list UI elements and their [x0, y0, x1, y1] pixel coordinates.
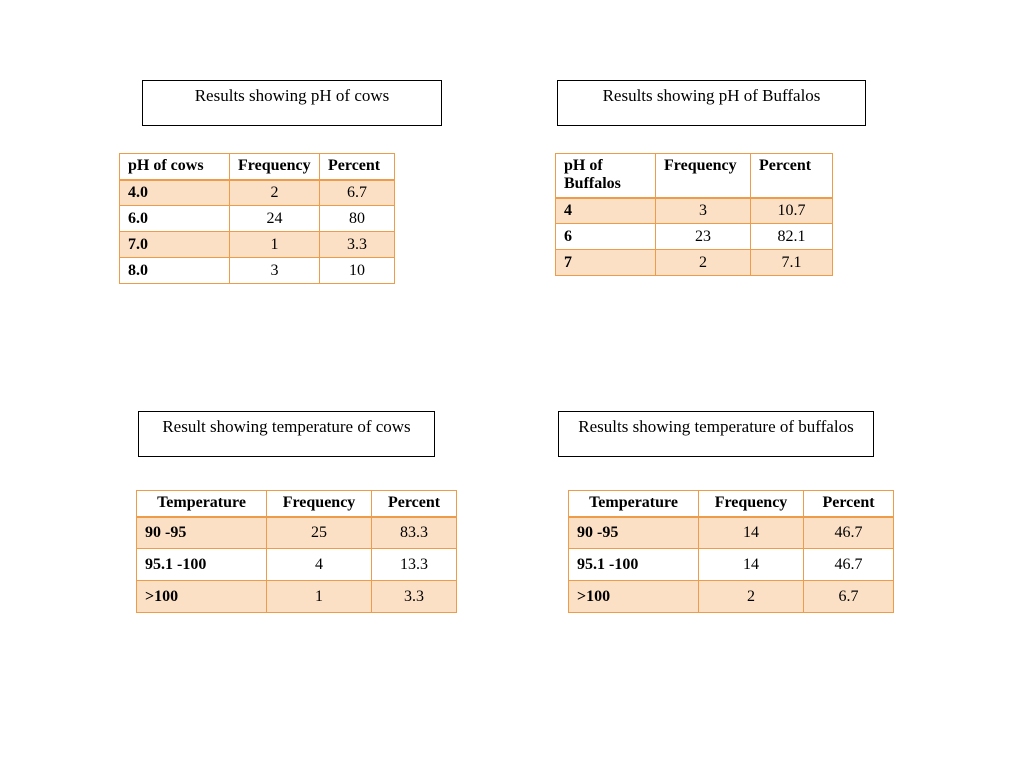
cell: 2: [656, 250, 751, 276]
cell: 4: [556, 198, 656, 224]
col-header: Percent: [804, 491, 894, 517]
table-row: 6 23 82.1: [556, 224, 833, 250]
cell: 7.1: [751, 250, 833, 276]
table-header-row: pH of Buffalos Frequency Percent: [556, 154, 833, 198]
cell: 6.0: [120, 206, 230, 232]
table-header-row: Temperature Frequency Percent: [137, 491, 457, 517]
title-ph-buffalos: Results showing pH of Buffalos: [557, 80, 866, 126]
table-ph-cows: pH of cows Frequency Percent 4.0 2 6.7 6…: [119, 153, 395, 284]
table-row: >100 2 6.7: [569, 581, 894, 613]
cell: 7: [556, 250, 656, 276]
title-ph-cows: Results showing pH of cows: [142, 80, 442, 126]
cell: 25: [267, 517, 372, 549]
cell: 4.0: [120, 180, 230, 206]
cell: 90 -95: [137, 517, 267, 549]
col-header: Percent: [751, 154, 833, 198]
col-header: pH of Buffalos: [556, 154, 656, 198]
cell: 4: [267, 549, 372, 581]
cell: 6.7: [320, 180, 395, 206]
cell: 7.0: [120, 232, 230, 258]
col-header: Temperature: [569, 491, 699, 517]
col-header: pH of cows: [120, 154, 230, 180]
cell: 14: [699, 517, 804, 549]
col-header: Percent: [320, 154, 395, 180]
cell: >100: [569, 581, 699, 613]
cell: 2: [230, 180, 320, 206]
cell: 6: [556, 224, 656, 250]
cell: 23: [656, 224, 751, 250]
table-header-row: pH of cows Frequency Percent: [120, 154, 395, 180]
cell: 1: [230, 232, 320, 258]
title-temp-buffalos: Results showing temperature of buffalos: [558, 411, 874, 457]
table-header-row: Temperature Frequency Percent: [569, 491, 894, 517]
cell: 10: [320, 258, 395, 284]
cell: 3: [656, 198, 751, 224]
cell: 8.0: [120, 258, 230, 284]
table-row: 4.0 2 6.7: [120, 180, 395, 206]
col-header: Frequency: [230, 154, 320, 180]
col-header-text: pH of Buffalos: [564, 157, 621, 192]
cell: 3: [230, 258, 320, 284]
table-row: 8.0 3 10: [120, 258, 395, 284]
table-row: >100 1 3.3: [137, 581, 457, 613]
cell: 46.7: [804, 517, 894, 549]
col-header: Frequency: [656, 154, 751, 198]
cell: 95.1 -100: [137, 549, 267, 581]
cell: 1: [267, 581, 372, 613]
cell: 13.3: [372, 549, 457, 581]
table-temp-buffalos: Temperature Frequency Percent 90 -95 14 …: [568, 490, 894, 613]
title-text: Results showing pH of cows: [195, 86, 390, 105]
table-row: 90 -95 25 83.3: [137, 517, 457, 549]
cell: >100: [137, 581, 267, 613]
title-text: Results showing pH of Buffalos: [603, 86, 821, 105]
cell: 90 -95: [569, 517, 699, 549]
table-ph-buffalos: pH of Buffalos Frequency Percent 4 3 10.…: [555, 153, 833, 276]
table-row: 6.0 24 80: [120, 206, 395, 232]
cell: 2: [699, 581, 804, 613]
title-temp-cows: Result showing temperature of cows: [138, 411, 435, 457]
col-header: Temperature: [137, 491, 267, 517]
title-text: Results showing temperature of buffalos: [578, 417, 853, 436]
table-row: 90 -95 14 46.7: [569, 517, 894, 549]
col-header: Frequency: [267, 491, 372, 517]
cell: 6.7: [804, 581, 894, 613]
cell: 46.7: [804, 549, 894, 581]
table-row: 4 3 10.7: [556, 198, 833, 224]
col-header: Frequency: [699, 491, 804, 517]
cell: 10.7: [751, 198, 833, 224]
cell: 24: [230, 206, 320, 232]
col-header: Percent: [372, 491, 457, 517]
cell: 82.1: [751, 224, 833, 250]
title-text: Result showing temperature of cows: [162, 417, 410, 436]
table-temp-cows: Temperature Frequency Percent 90 -95 25 …: [136, 490, 457, 613]
table-row: 95.1 -100 4 13.3: [137, 549, 457, 581]
cell: 80: [320, 206, 395, 232]
cell: 3.3: [320, 232, 395, 258]
table-row: 7.0 1 3.3: [120, 232, 395, 258]
cell: 95.1 -100: [569, 549, 699, 581]
table-row: 7 2 7.1: [556, 250, 833, 276]
cell: 83.3: [372, 517, 457, 549]
cell: 14: [699, 549, 804, 581]
table-row: 95.1 -100 14 46.7: [569, 549, 894, 581]
cell: 3.3: [372, 581, 457, 613]
